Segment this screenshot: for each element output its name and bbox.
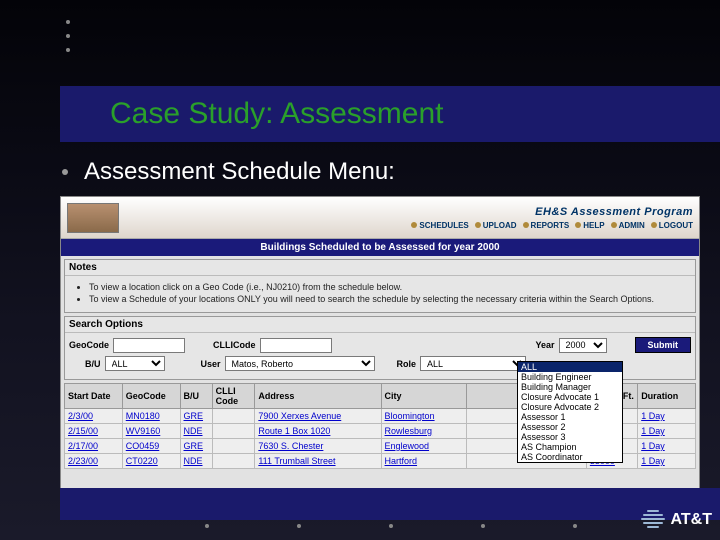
cell[interactable]: 111 Trumball Street (255, 454, 381, 469)
cell[interactable]: 1 Day (638, 424, 696, 439)
role-option[interactable]: ALL (518, 362, 622, 372)
cell (212, 409, 255, 424)
col-header: CLLI Code (212, 384, 255, 409)
clli-input[interactable] (260, 338, 332, 353)
cell[interactable]: Rowlesburg (381, 424, 467, 439)
role-option[interactable]: Assessor 3 (518, 432, 622, 442)
nav-reports[interactable]: REPORTS (523, 221, 570, 230)
section-title-bar: Buildings Scheduled to be Assessed for y… (61, 239, 699, 256)
cell: GRE (180, 439, 212, 454)
nav-bullet-icon (475, 222, 481, 228)
submit-button[interactable]: Submit (635, 337, 692, 353)
role-option[interactable]: Building Engineer (518, 372, 622, 382)
cell: NDE (180, 454, 212, 469)
bullet-icon (62, 169, 68, 175)
app-header: EH&S Assessment Program SCHEDULES UPLOAD R… (61, 197, 699, 239)
search-row-1: GeoCode CLLICode Year 2000 Submit (69, 337, 691, 353)
cell[interactable]: 1 Day (638, 454, 696, 469)
role-option[interactable]: Building Manager (518, 382, 622, 392)
user-label: User (201, 359, 221, 369)
note-item: To view a Schedule of your locations ONL… (89, 294, 691, 304)
search-title: Search Options (65, 317, 695, 333)
notes-title: Notes (65, 260, 695, 276)
role-dropdown-popup[interactable]: ALLBuilding EngineerBuilding ManagerClos… (517, 361, 623, 463)
bullet-row: Assessment Schedule Menu: (62, 158, 395, 186)
cell[interactable]: Englewood (381, 439, 467, 454)
cell (212, 454, 255, 469)
role-label: Role (397, 359, 417, 369)
decorative-dots-top (66, 20, 70, 52)
role-option[interactable]: Closure Advocate 1 (518, 392, 622, 402)
geocode-label: GeoCode (69, 340, 109, 350)
decorative-dots-bottom (205, 524, 577, 528)
bottom-band (60, 488, 720, 520)
user-select[interactable]: Matos, Roberto (225, 356, 375, 371)
cell[interactable]: Bloomington (381, 409, 467, 424)
col-header: Address (255, 384, 381, 409)
brand-text: AT&T (671, 511, 712, 529)
nav-admin[interactable]: ADMIN (611, 221, 645, 230)
cell[interactable]: Hartford (381, 454, 467, 469)
nav-bullet-icon (611, 222, 617, 228)
col-header: GeoCode (122, 384, 180, 409)
cell (212, 439, 255, 454)
note-item: To view a location click on a Geo Code (… (89, 282, 691, 292)
brand-logo: AT&T (641, 508, 712, 532)
notes-panel: Notes To view a location click on a Geo … (64, 259, 696, 313)
role-option[interactable]: Closure Advocate 2 (518, 402, 622, 412)
role-option[interactable]: AS Champion (518, 442, 622, 452)
cell[interactable]: 2/23/00 (65, 454, 123, 469)
cell: GRE (180, 409, 212, 424)
year-label: Year (535, 340, 554, 350)
nav-schedules[interactable]: SCHEDULES (411, 221, 468, 230)
nav-help[interactable]: HELP (575, 221, 604, 230)
col-header: B/U (180, 384, 212, 409)
program-title: EH&S Assessment Program (535, 206, 693, 218)
geocode-input[interactable] (113, 338, 185, 353)
cell[interactable]: MN0180 (122, 409, 180, 424)
bullet-text: Assessment Schedule Menu: (84, 158, 395, 186)
nav-bullet-icon (651, 222, 657, 228)
building-image (67, 203, 119, 233)
app-window: EH&S Assessment Program SCHEDULES UPLOAD R… (60, 196, 700, 510)
role-select[interactable]: ALL (420, 356, 526, 371)
cell: NDE (180, 424, 212, 439)
title-band: Case Study: Assessment (60, 86, 720, 142)
role-option[interactable]: Assessor 1 (518, 412, 622, 422)
cell[interactable]: CT0220 (122, 454, 180, 469)
bu-select[interactable]: ALL (105, 356, 165, 371)
header-right: EH&S Assessment Program SCHEDULES UPLOAD R… (411, 206, 693, 230)
nav-logout[interactable]: LOGOUT (651, 221, 693, 230)
bu-label: B/U (85, 359, 101, 369)
cell[interactable]: 1 Day (638, 409, 696, 424)
notes-list: To view a location click on a Geo Code (… (65, 276, 695, 312)
cell[interactable]: 7630 S. Chester (255, 439, 381, 454)
cell[interactable]: CO0459 (122, 439, 180, 454)
col-header: Duration (638, 384, 696, 409)
slide-title: Case Study: Assessment (110, 97, 444, 131)
globe-icon (641, 508, 665, 532)
cell[interactable]: 7900 Xerxes Avenue (255, 409, 381, 424)
nav-bullet-icon (411, 222, 417, 228)
nav-bullet-icon (575, 222, 581, 228)
year-select[interactable]: 2000 (559, 338, 607, 353)
role-option[interactable]: Assessor 2 (518, 422, 622, 432)
col-header: City (381, 384, 467, 409)
cell (212, 424, 255, 439)
nav-bullet-icon (523, 222, 529, 228)
header-left (67, 203, 119, 233)
cell[interactable]: 2/17/00 (65, 439, 123, 454)
slide-background: Case Study: Assessment Assessment Schedu… (0, 0, 720, 540)
cell[interactable]: 2/15/00 (65, 424, 123, 439)
cell[interactable]: 2/3/00 (65, 409, 123, 424)
nav-upload[interactable]: UPLOAD (475, 221, 517, 230)
cell[interactable]: Route 1 Box 1020 (255, 424, 381, 439)
nav-row: SCHEDULES UPLOAD REPORTS HELP ADMIN LOGOUT (411, 221, 693, 230)
clli-label: CLLICode (213, 340, 256, 350)
col-header: Start Date (65, 384, 123, 409)
role-option[interactable]: AS Coordinator (518, 452, 622, 462)
cell[interactable]: WV9160 (122, 424, 180, 439)
cell[interactable]: 1 Day (638, 439, 696, 454)
